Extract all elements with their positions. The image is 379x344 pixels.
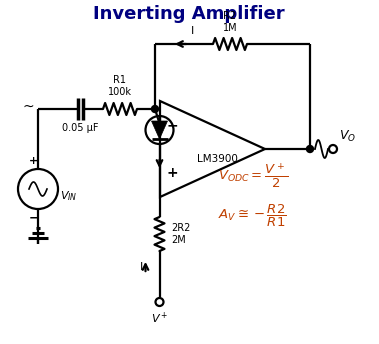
Circle shape	[152, 106, 158, 112]
Text: I: I	[190, 26, 194, 36]
Circle shape	[307, 146, 313, 152]
Text: +: +	[30, 156, 39, 166]
Text: R2
1M: R2 1M	[223, 11, 237, 33]
Text: $V^+$: $V^+$	[151, 311, 168, 326]
Text: R1
100k: R1 100k	[108, 75, 132, 97]
Text: Inverting Amplifier: Inverting Amplifier	[93, 5, 285, 23]
Text: LM3900: LM3900	[197, 154, 238, 164]
Text: I: I	[140, 261, 144, 271]
Text: $A_V \cong -\dfrac{R2}{R1}$: $A_V \cong -\dfrac{R2}{R1}$	[218, 203, 287, 229]
Text: +: +	[167, 166, 179, 180]
Polygon shape	[152, 121, 168, 139]
Text: −: −	[167, 118, 179, 132]
Text: $V_{IN}$: $V_{IN}$	[60, 189, 77, 203]
Text: ~: ~	[22, 100, 34, 114]
Text: $V_{ODC} = \dfrac{V^+}{2}$: $V_{ODC} = \dfrac{V^+}{2}$	[218, 162, 288, 190]
Text: −: −	[29, 212, 39, 225]
Text: $V_O$: $V_O$	[339, 129, 356, 144]
Text: 0.05 μF: 0.05 μF	[62, 123, 98, 133]
Text: 2R2
2M: 2R2 2M	[172, 223, 191, 245]
